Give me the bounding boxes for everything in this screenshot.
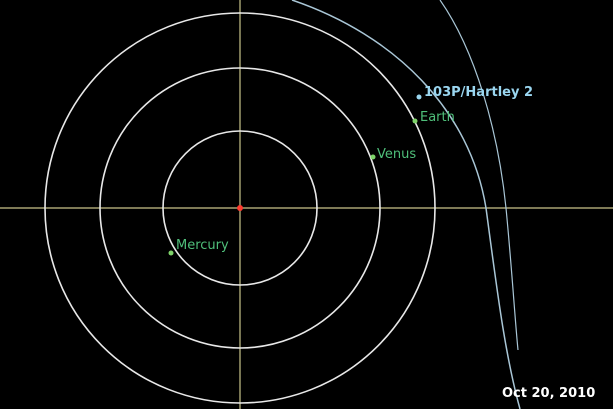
venus-orbit [99, 67, 381, 349]
date-label: Oct 20, 2010 [502, 386, 595, 401]
comet-dot [416, 94, 422, 100]
comet-label: 103P/Hartley 2 [424, 85, 533, 100]
earth-dot [412, 118, 418, 124]
mercury-label: Mercury [176, 238, 229, 253]
sun-marker [237, 205, 243, 211]
comet-orbit [291, 0, 521, 409]
mercury-orbit [162, 130, 318, 286]
venus-label: Venus [377, 147, 416, 162]
earth-label: Earth [420, 110, 455, 125]
comet-orbit-outer [439, 0, 519, 351]
venus-dot [370, 154, 376, 160]
earth-orbit [44, 12, 436, 404]
mercury-dot [168, 250, 174, 256]
